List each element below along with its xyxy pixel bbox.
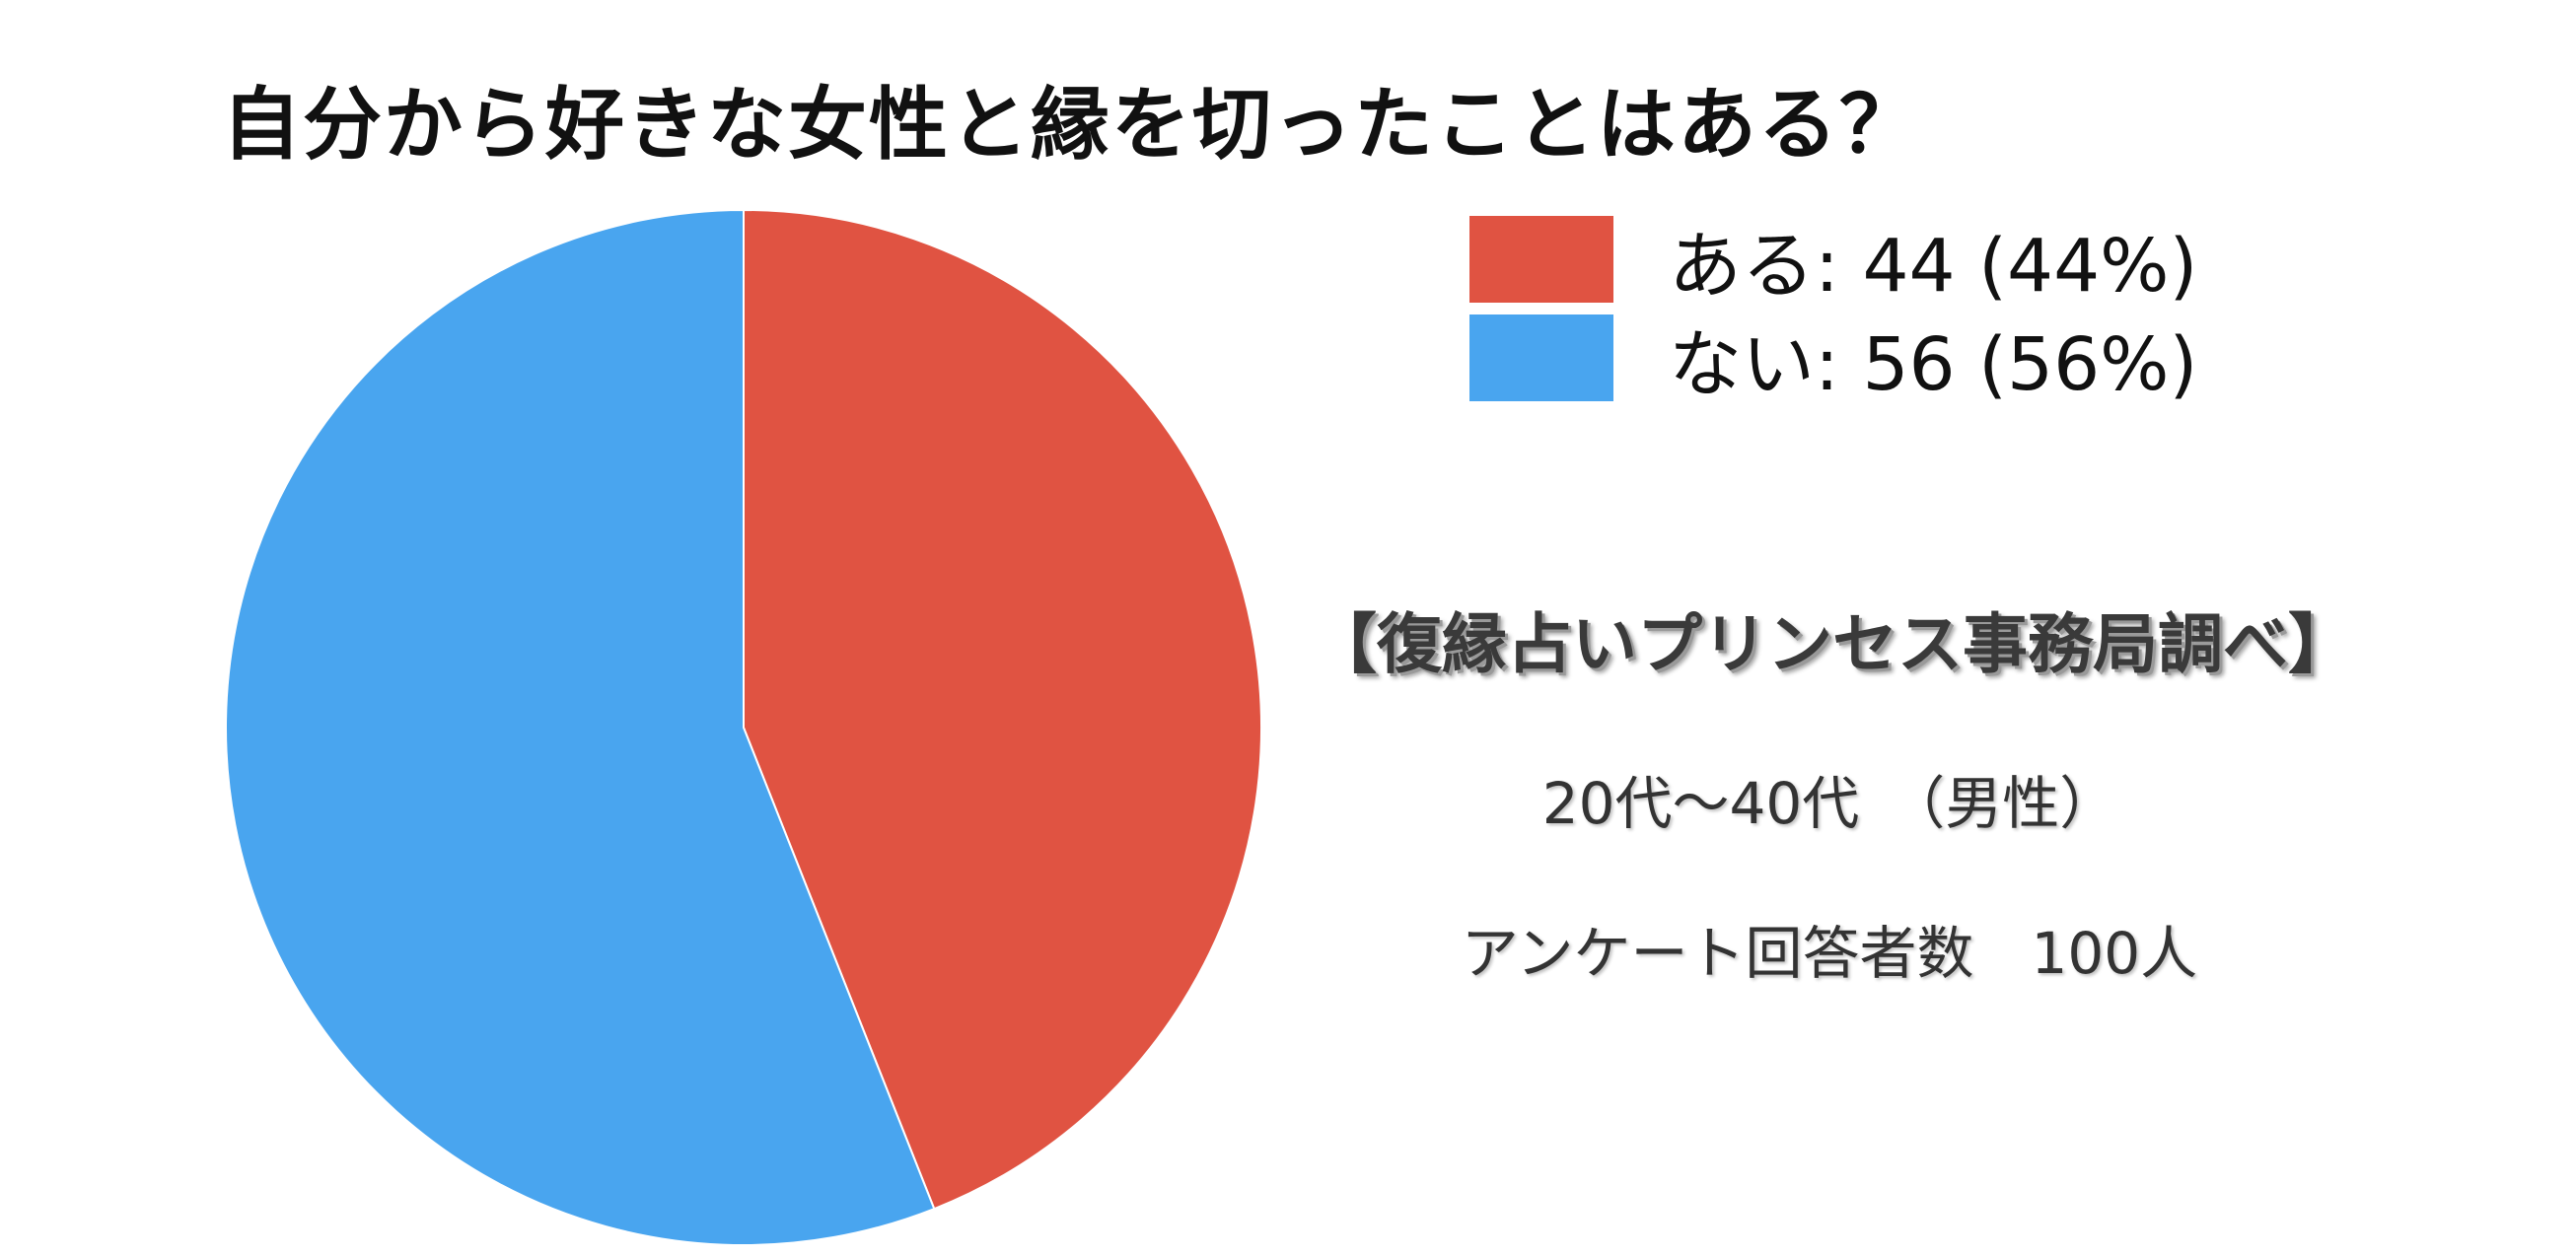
chart-title: 自分から好きな女性と縁を切ったことはある？ bbox=[222, 79, 1920, 171]
legend-label-nai: ない: 56 (56%) bbox=[1669, 321, 2198, 407]
legend: ある: 44 (44%) ない: 56 (56%) bbox=[1469, 215, 2197, 412]
legend-item-nai: ない: 56 (56%) bbox=[1469, 314, 2197, 407]
legend-item-aru: ある: 44 (44%) bbox=[1469, 215, 2197, 309]
pie-slice-aru bbox=[743, 208, 1262, 1211]
pie-slices bbox=[225, 208, 1262, 1246]
legend-swatch-aru bbox=[1469, 216, 1613, 303]
demographic-note: 20代〜40代 （男性） bbox=[1541, 770, 2117, 837]
legend-label-aru: ある: 44 (44%) bbox=[1669, 223, 2198, 309]
legend-swatch-nai bbox=[1469, 314, 1613, 401]
pie-chart bbox=[225, 208, 1262, 1246]
respondents-note: アンケート回答者数 100人 bbox=[1461, 920, 2198, 987]
pie-slice-nai bbox=[225, 208, 936, 1246]
source-note: 【復縁占いプリンセス事務局調べ】 bbox=[1312, 606, 2353, 682]
